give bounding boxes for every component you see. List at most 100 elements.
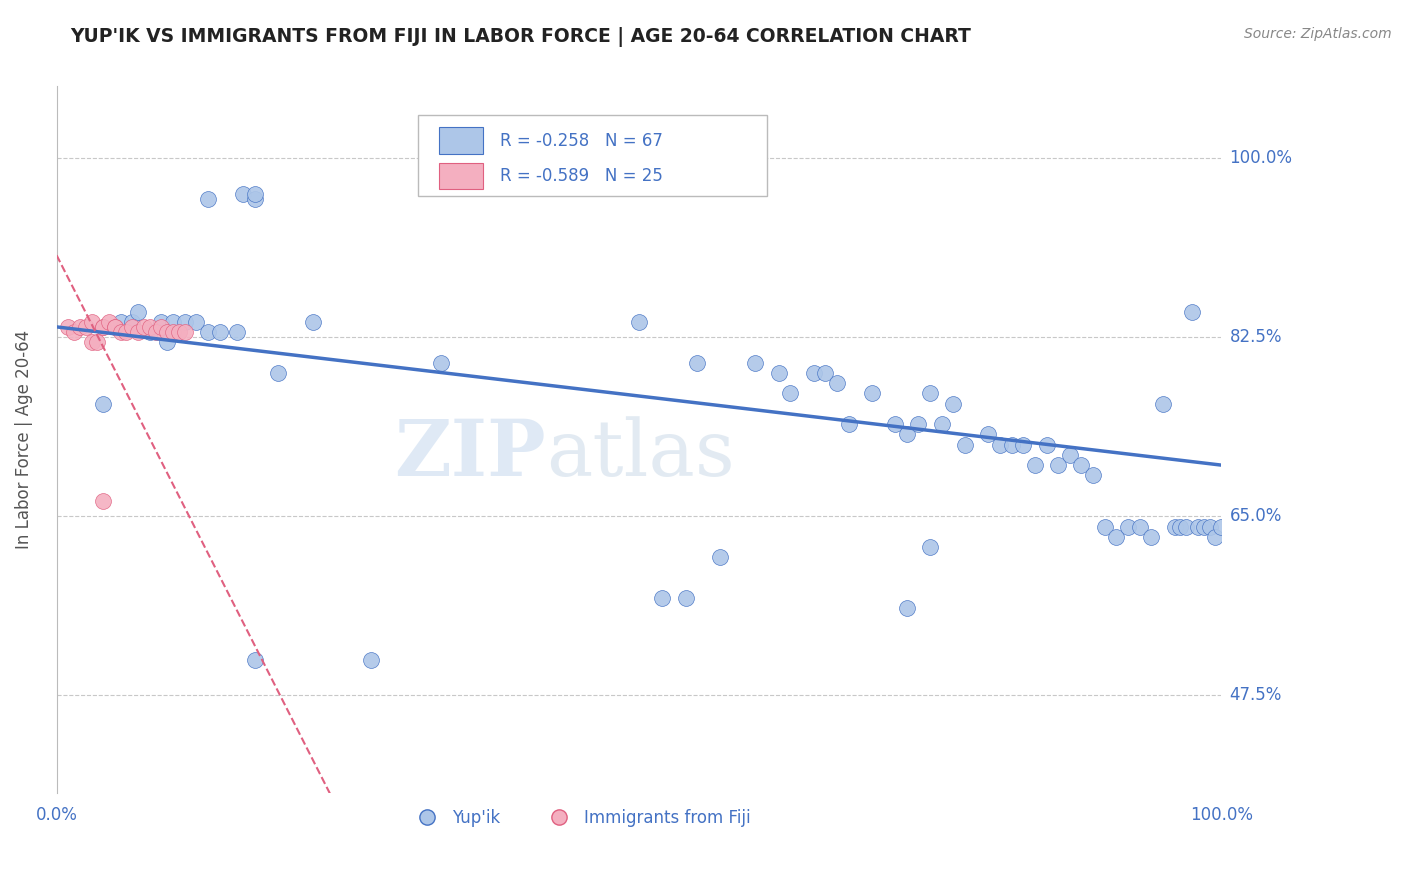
Point [953,437,976,451]
Point [162,325,184,339]
Point [675,591,697,606]
Point [1152,397,1174,411]
Point [1129,519,1152,533]
Point [1047,458,1070,472]
Point [91,397,114,411]
Point [104,319,127,334]
Point [104,319,127,334]
Point [627,315,650,329]
Point [197,192,219,206]
Text: 82.5%: 82.5% [1230,328,1282,346]
Point [80,335,103,350]
Point [63,325,86,339]
Point [907,417,929,432]
Point [127,304,149,318]
Text: YUP'IK VS IMMIGRANTS FROM FIJI IN LABOR FORCE | AGE 20-64 CORRELATION CHART: YUP'IK VS IMMIGRANTS FROM FIJI IN LABOR … [70,27,972,46]
Point [110,325,132,339]
Point [1081,468,1104,483]
Point [156,325,179,339]
Point [127,325,149,339]
Point [1012,437,1035,451]
Point [988,437,1011,451]
Point [208,325,231,339]
Point [1000,437,1022,451]
Point [1116,519,1139,533]
Point [360,652,382,666]
Point [1070,458,1092,472]
Point [1140,530,1163,544]
Point [1175,519,1198,533]
Point [920,540,942,554]
Point [145,325,167,339]
Point [121,319,143,334]
Point [896,427,918,442]
Point [884,417,907,432]
Point [91,319,114,334]
Point [838,417,860,432]
Point [267,366,290,380]
Text: 47.5%: 47.5% [1230,687,1282,705]
Point [1035,437,1057,451]
Point [69,319,91,334]
Point [860,386,883,401]
Point [75,319,97,334]
Point [98,315,121,329]
Text: Source: ZipAtlas.com: Source: ZipAtlas.com [1244,27,1392,41]
Point [1211,519,1233,533]
Point [825,376,848,391]
Point [121,315,143,329]
Point [243,186,266,201]
Text: 65.0%: 65.0% [1230,508,1282,525]
Point [132,319,155,334]
Point [301,315,323,329]
Point [173,315,195,329]
Point [814,366,837,380]
Point [931,417,953,432]
Point [1105,530,1128,544]
Text: atlas: atlas [546,416,734,491]
Point [896,601,918,615]
Point [91,494,114,508]
Y-axis label: In Labor Force | Age 20-64: In Labor Force | Age 20-64 [15,330,32,549]
Point [977,427,1000,442]
Point [1204,530,1226,544]
Point [110,315,132,329]
Point [173,325,195,339]
Point [80,315,103,329]
Point [226,325,249,339]
Point [232,186,254,201]
Point [150,315,173,329]
Legend: Yup'ik, Immigrants from Fiji: Yup'ik, Immigrants from Fiji [404,803,758,834]
Point [86,335,108,350]
Point [243,192,266,206]
FancyBboxPatch shape [418,114,768,196]
Point [156,335,179,350]
Point [1059,448,1081,462]
Point [1094,519,1116,533]
Point [167,325,190,339]
Point [430,356,453,370]
Point [139,319,162,334]
Point [709,550,731,565]
Point [150,319,173,334]
Point [744,356,766,370]
Point [186,315,208,329]
Point [197,325,219,339]
FancyBboxPatch shape [439,162,482,189]
Point [1170,519,1192,533]
Point [651,591,673,606]
Point [768,366,790,380]
Point [1198,519,1220,533]
Point [779,386,801,401]
Point [162,315,184,329]
Text: ZIP: ZIP [394,416,546,491]
Point [1192,519,1215,533]
Point [91,319,114,334]
Point [1024,458,1046,472]
Point [1187,519,1209,533]
Point [1163,519,1185,533]
Point [115,325,138,339]
Text: R = -0.258   N = 67: R = -0.258 N = 67 [501,132,664,150]
Point [243,652,266,666]
FancyBboxPatch shape [439,128,482,154]
